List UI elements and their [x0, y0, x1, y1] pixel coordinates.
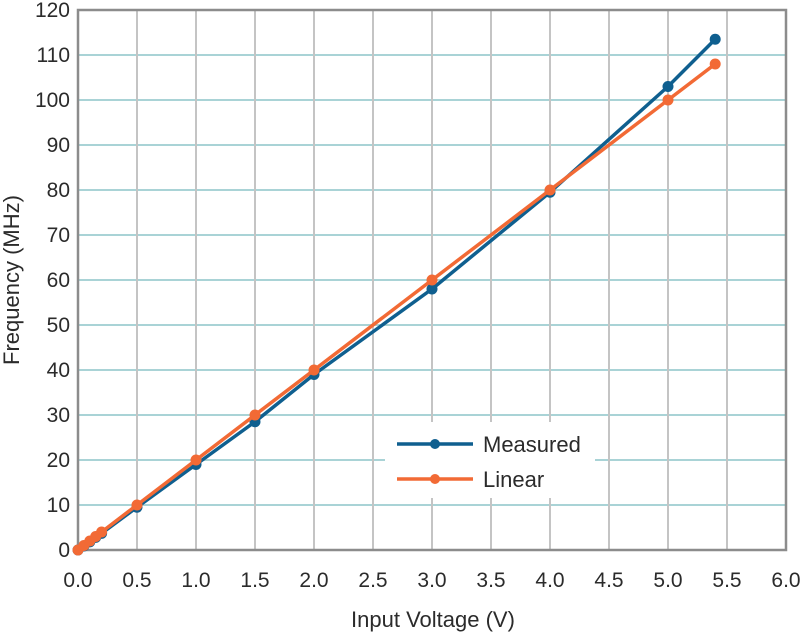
data-point-marker: [709, 58, 721, 70]
legend-label-linear: Linear: [483, 467, 544, 492]
data-point-marker: [662, 94, 674, 106]
y-tick-label: 20: [47, 449, 70, 472]
data-point-marker: [190, 454, 202, 466]
y-tick-label: 60: [47, 269, 70, 292]
series-linear: [72, 58, 721, 556]
data-point-marker: [249, 409, 261, 421]
data-series: [72, 33, 721, 556]
y-tick-label: 10: [47, 494, 70, 517]
x-tick-label: 5.0: [653, 569, 682, 592]
x-tick-label: 2.5: [358, 569, 387, 592]
legend-marker-measured-icon: [430, 439, 440, 449]
y-tick-label: 80: [47, 179, 70, 202]
data-point-marker: [96, 526, 108, 538]
x-tick-label: 4.0: [535, 569, 564, 592]
legend-marker-linear-icon: [430, 474, 440, 484]
y-tick-label: 50: [47, 314, 70, 337]
data-point-marker: [131, 499, 143, 511]
data-point-marker: [426, 274, 438, 286]
legend-item-linear: Linear: [397, 467, 544, 492]
y-tick-label: 30: [47, 404, 70, 427]
x-tick-label: 4.5: [594, 569, 623, 592]
legend-item-measured: Measured: [397, 432, 581, 457]
x-tick-label: 1.5: [240, 569, 269, 592]
x-tick-label: 1.0: [181, 569, 210, 592]
y-tick-label: 70: [47, 224, 70, 247]
x-axis-title: Input Voltage (V): [351, 607, 515, 632]
y-tick-label: 120: [35, 0, 70, 22]
x-tick-label: 6.0: [771, 569, 800, 592]
x-tick-label: 0.5: [122, 569, 151, 592]
data-point-marker: [426, 283, 438, 295]
y-tick-label: 90: [47, 134, 70, 157]
data-point-marker: [662, 81, 674, 92]
data-point-marker: [308, 364, 320, 376]
data-point-marker: [544, 184, 556, 196]
y-tick-label: 0: [58, 539, 70, 562]
x-tick-label: 5.5: [712, 569, 741, 592]
y-axis-title: Frequency (MHz): [0, 195, 24, 365]
y-tick-label: 40: [47, 359, 70, 382]
y-axis-ticks: 0 10 20 30 40 50 60 70 80 90 100 110 120: [35, 0, 70, 562]
x-tick-label: 3.0: [417, 569, 446, 592]
x-axis-ticks: 0.0 0.5 1.0 1.5 2.0 2.5 3.0 3.5 4.0 4.5 5.0 5.5 6.0: [63, 569, 800, 592]
y-tick-label: 110: [37, 44, 70, 67]
plot-frame: [76, 8, 788, 552]
legend-label-measured: Measured: [483, 432, 581, 457]
data-point-marker: [709, 33, 721, 45]
x-tick-label: 0.0: [63, 569, 92, 592]
x-tick-label: 3.5: [476, 569, 505, 592]
x-tick-label: 2.0: [299, 569, 328, 592]
y-tick-label: 100: [35, 89, 70, 112]
legend-background: [385, 422, 595, 498]
legend: Measured Linear: [385, 422, 595, 498]
